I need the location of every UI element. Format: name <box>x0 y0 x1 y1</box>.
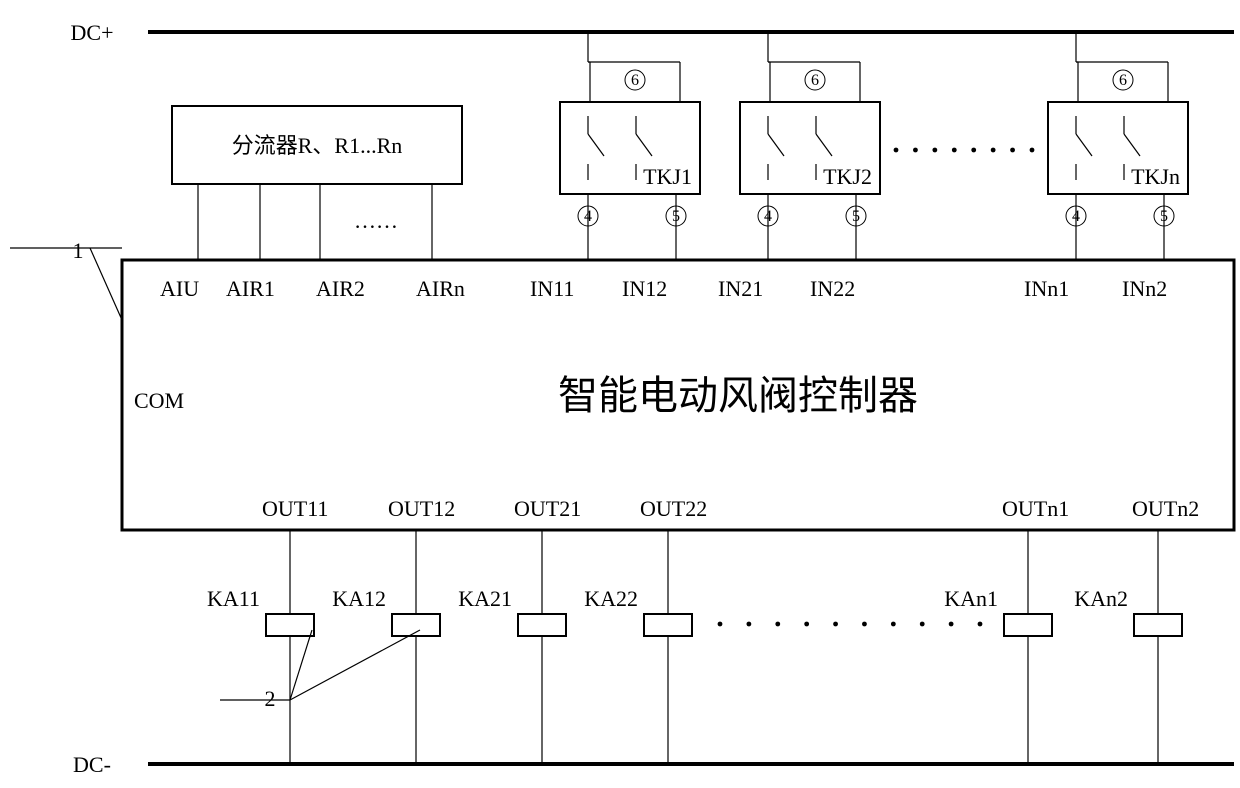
wire <box>768 134 784 156</box>
splitter-dots: …… <box>354 208 398 233</box>
port-IN12: IN12 <box>622 276 667 301</box>
wire <box>1124 134 1140 156</box>
controller-title: 智能电动风阀控制器 <box>558 373 918 418</box>
tkj-ellipsis-dot <box>1010 148 1015 153</box>
port-AIRn: AIRn <box>416 276 465 301</box>
port-IN11: IN11 <box>530 276 574 301</box>
tkj-ellipsis-dot <box>952 148 957 153</box>
relay-KA21 <box>518 614 566 636</box>
port-AIR1: AIR1 <box>226 276 275 301</box>
relay-label-KA22: KA22 <box>584 586 638 611</box>
port-AIR2: AIR2 <box>316 276 365 301</box>
tkj-ellipsis-dot <box>913 148 918 153</box>
relay-ellipsis-dot <box>804 622 809 627</box>
port-OUT21: OUT21 <box>514 496 581 521</box>
relay-ellipsis-dot <box>862 622 867 627</box>
relay-ellipsis-dot <box>775 622 780 627</box>
port-OUTn1: OUTn1 <box>1002 496 1069 521</box>
dc-plus-label: DC+ <box>71 20 114 45</box>
dc-minus-label: DC- <box>73 752 111 777</box>
label: 5 <box>1160 208 1168 225</box>
relay-ellipsis-dot <box>833 622 838 627</box>
callout-1: 1 <box>73 238 84 263</box>
wire <box>636 134 652 156</box>
tkj-label-TKJn: TKJn <box>1131 164 1180 189</box>
tkj-label-TKJ1: TKJ1 <box>643 164 692 189</box>
port-COM: COM <box>134 388 184 413</box>
port-IN22: IN22 <box>810 276 855 301</box>
diagram-canvas: DC+ DC- 智能电动风阀控制器 AIU COM AIR1 AIR2 AIRn IN11 IN1… <box>0 0 1240 783</box>
callout-2: 2 <box>265 686 276 711</box>
tkj-ellipsis-dot <box>971 148 976 153</box>
pin6-label-TKJ2: 6 <box>811 72 819 89</box>
port-OUT11: OUT11 <box>262 496 328 521</box>
relay-ellipsis-dot <box>891 622 896 627</box>
wire <box>588 134 604 156</box>
port-INn1: INn1 <box>1024 276 1069 301</box>
port-INn2: INn2 <box>1122 276 1167 301</box>
port-IN21: IN21 <box>718 276 763 301</box>
relay-label-KA11: KA11 <box>207 586 260 611</box>
relay-ellipsis-dot <box>978 622 983 627</box>
label: 4 <box>1072 208 1080 225</box>
relay-label-KAn2: KAn2 <box>1074 586 1128 611</box>
relay-KA11 <box>266 614 314 636</box>
callout-1-leader2 <box>90 248 122 320</box>
label: 5 <box>672 208 680 225</box>
tkj-ellipsis-dot <box>894 148 899 153</box>
splitter-label: 分流器R、R1...Rn <box>232 133 403 158</box>
tkj-label-TKJ2: TKJ2 <box>823 164 872 189</box>
relay-KAn2 <box>1134 614 1182 636</box>
relay-ellipsis-dot <box>718 622 723 627</box>
relay-ellipsis-dot <box>920 622 925 627</box>
relay-ellipsis-dot <box>746 622 751 627</box>
port-OUT22: OUT22 <box>640 496 707 521</box>
port-OUT12: OUT12 <box>388 496 455 521</box>
relay-KAn1 <box>1004 614 1052 636</box>
tkj-ellipsis-dot <box>932 148 937 153</box>
relay-label-KA21: KA21 <box>458 586 512 611</box>
wire <box>1076 134 1092 156</box>
port-AIU: AIU <box>160 276 199 301</box>
port-OUTn2: OUTn2 <box>1132 496 1199 521</box>
tkj-ellipsis-dot <box>991 148 996 153</box>
label: 5 <box>852 208 860 225</box>
pin6-label-TKJn: 6 <box>1119 72 1127 89</box>
label: 4 <box>764 208 772 225</box>
pin6-label-TKJ1: 6 <box>631 72 639 89</box>
relay-KA22 <box>644 614 692 636</box>
tkj-ellipsis-dot <box>1030 148 1035 153</box>
relay-label-KAn1: KAn1 <box>944 586 998 611</box>
relay-ellipsis-dot <box>949 622 954 627</box>
callout-2-leader-1 <box>290 630 420 700</box>
wire <box>816 134 832 156</box>
label: 4 <box>584 208 592 225</box>
relay-label-KA12: KA12 <box>332 586 386 611</box>
